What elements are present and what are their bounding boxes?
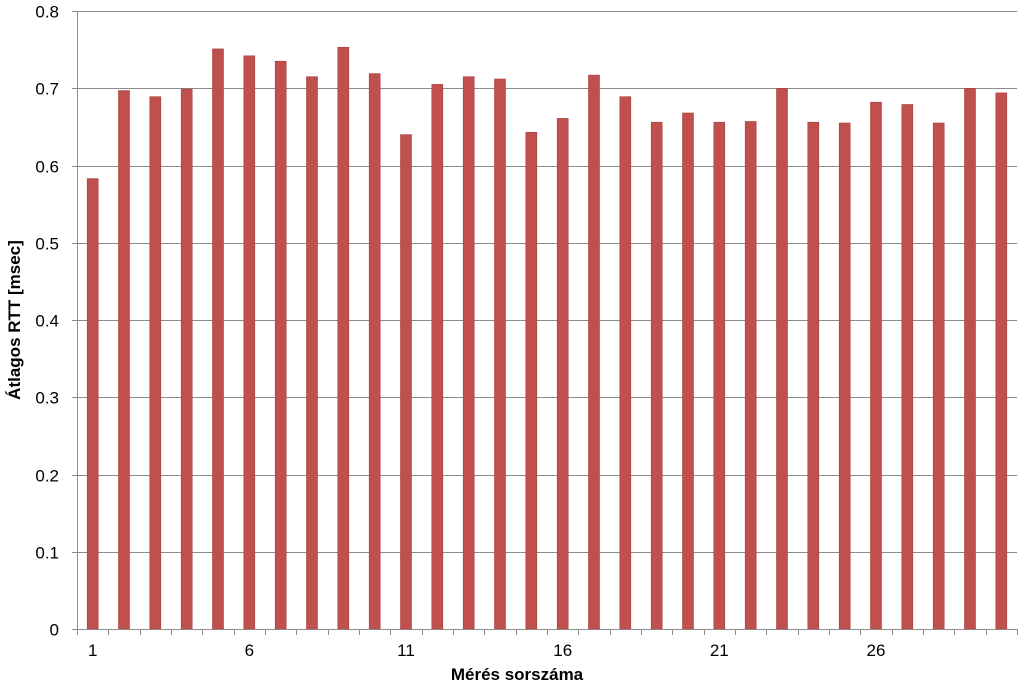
y-tick-label: 0.3 [35,389,59,408]
bar [149,96,162,630]
bar [932,122,945,630]
x-tick-label: 26 [867,641,886,660]
bar [400,134,412,630]
y-tick-label: 0 [50,621,59,640]
bar [368,73,381,630]
bar [118,90,130,630]
bar [588,74,600,630]
x-tick-label: 6 [245,641,254,660]
bar [650,121,663,630]
bar [243,55,256,630]
y-tick-label: 0.7 [35,80,59,99]
bar [744,121,757,630]
gridlines [77,11,1017,553]
y-axis-title: Átlagos RTT [msec] [5,240,24,400]
x-tick-labels: 1 6 11 16 21 26 [88,641,885,660]
bar [525,132,538,630]
bar [86,178,99,630]
y-tick-labels: 0 0.1 0.2 0.3 0.4 0.5 0.6 0.7 0.8 [35,3,59,640]
x-tick-label: 16 [553,641,572,660]
y-tick-label: 0.6 [35,158,59,177]
bar [306,76,318,630]
y-tick-label: 0.5 [35,235,59,254]
bar [274,60,287,630]
bars [86,46,1008,630]
bar [870,101,882,630]
bar [431,84,444,630]
axes [72,11,1018,635]
bar [901,104,914,630]
bar [180,88,193,630]
bar [212,48,224,630]
bar [776,88,788,630]
y-tick-label: 0.2 [35,467,59,486]
bar [494,78,506,630]
bar [556,118,569,630]
bar [462,76,475,630]
x-tick-label: 11 [397,641,415,660]
x-tick-label: 1 [88,641,97,660]
y-tick-label: 0.1 [35,544,59,563]
bar [838,122,851,630]
y-tick-label: 0.4 [35,312,59,331]
bar [964,88,976,630]
bar [713,121,726,630]
bar [807,121,820,630]
bar [682,112,694,630]
x-tick-label: 21 [710,641,729,660]
bar [995,92,1008,630]
bar [337,46,350,630]
y-tick-label: 0.8 [35,3,59,22]
x-axis-title: Mérés sorszáma [451,665,584,684]
bar [619,96,632,630]
